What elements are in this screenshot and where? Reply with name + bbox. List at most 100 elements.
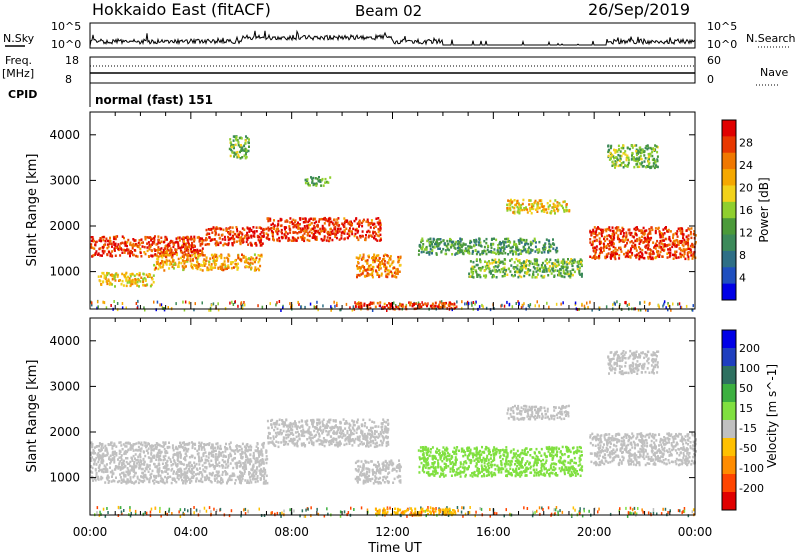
range-cell [359,266,362,270]
range-cell [452,244,455,247]
range-cell [618,254,621,257]
range-cell [302,221,305,224]
range-cell [184,245,187,249]
range-cell [381,305,384,309]
noise-cell [643,300,646,304]
range-cell [565,203,568,207]
range-cell [499,247,502,251]
range-cell [616,235,619,239]
range-cell [221,458,224,462]
range-cell [540,205,543,208]
range-cell [464,243,467,246]
range-cell [660,245,663,249]
range-cell [431,249,434,252]
noise-cell [628,302,630,306]
noise-cell [107,511,109,514]
range-cell [109,236,111,240]
range-cell [682,255,685,258]
range-cell [336,227,339,231]
range-cell [253,230,256,233]
range-cell [132,469,135,473]
range-cell [150,448,153,452]
range-cell [234,143,237,147]
noise-cell [647,309,649,312]
range-cell [259,242,262,246]
range-cell [258,257,261,261]
range-cell [97,451,100,455]
range-cell [138,243,141,246]
range-cell [276,232,279,236]
range-cell [534,241,537,244]
range-cell [261,235,264,238]
range-cell [115,476,117,479]
range-cell [195,266,198,269]
range-cell [525,272,528,275]
range-cell [667,248,670,251]
range-cell [96,453,99,456]
range-cell [324,177,327,181]
noise-cell [656,512,658,516]
range-cell [260,231,263,234]
range-cell [654,229,657,233]
range-cell [153,248,156,251]
range-cell [196,248,199,252]
range-cell [134,277,137,281]
range-cell [131,447,134,450]
range-cell [206,268,209,272]
noise-cell [304,305,306,309]
range-cell [147,456,150,459]
range-cell [204,243,207,246]
freq-tick-low: 8 [65,73,72,86]
range-cell [176,465,178,468]
range-cell [181,462,184,466]
range-cell [372,232,375,235]
range-cell [188,465,191,468]
range-cell [594,256,597,259]
range-cell [615,161,618,164]
range-cell [331,222,334,225]
range-cell [129,284,132,288]
range-cell [123,248,125,252]
noise-cell [209,308,212,312]
range-cell [236,233,239,236]
range-cell [99,247,102,250]
range-cell [134,471,137,475]
range-cell [540,266,543,269]
noise-cell [281,511,283,515]
range-cell [498,258,501,262]
range-cell [418,249,420,252]
range-cell [576,267,579,271]
range-cell [176,474,179,478]
range-cell [376,221,379,224]
range-cell [164,238,167,242]
range-cell [157,263,160,266]
range-cell [228,147,231,151]
range-cell [216,447,219,450]
range-cell [475,240,478,243]
range-cell [654,242,657,246]
noise-cell [166,512,168,516]
range-cell [199,471,202,474]
range-cell [92,452,95,455]
range-cell [379,225,382,229]
range-cell [174,248,177,251]
range-cell [170,256,173,259]
range-cell [304,178,307,182]
range-cell [190,470,193,473]
range-cell [548,242,551,245]
range-cell [531,262,534,265]
range-cell [133,474,136,477]
range-cell [164,454,167,458]
range-cell [186,247,188,250]
range-cell [502,249,505,252]
range-cell [197,265,200,269]
range-cell [617,234,620,237]
range-cell [537,263,540,267]
range-cell [218,254,221,258]
range-cell [125,445,128,448]
range-cell [629,249,632,252]
range-cell [297,222,300,226]
range-cell [442,239,445,242]
range-cell [516,264,519,267]
range-cell [240,236,243,239]
